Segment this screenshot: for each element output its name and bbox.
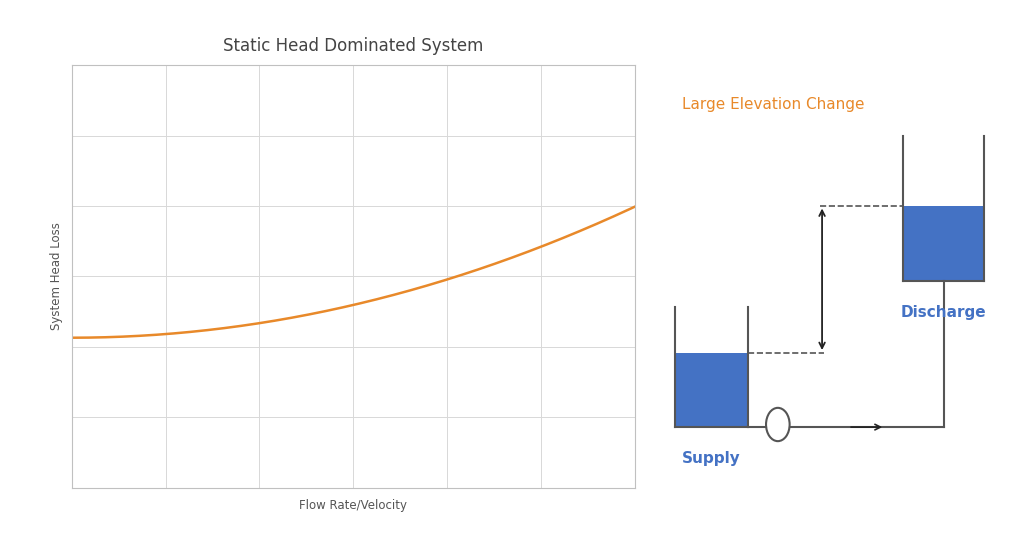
Text: Large Elevation Change: Large Elevation Change bbox=[682, 97, 864, 112]
Bar bbox=[675, 353, 749, 427]
Text: Discharge: Discharge bbox=[901, 305, 986, 320]
Y-axis label: System Head Loss: System Head Loss bbox=[50, 222, 63, 331]
Text: Supply: Supply bbox=[682, 450, 740, 466]
Title: Static Head Dominated System: Static Head Dominated System bbox=[223, 37, 483, 55]
Bar bbox=[903, 205, 984, 281]
X-axis label: Flow Rate/Velocity: Flow Rate/Velocity bbox=[299, 499, 408, 512]
